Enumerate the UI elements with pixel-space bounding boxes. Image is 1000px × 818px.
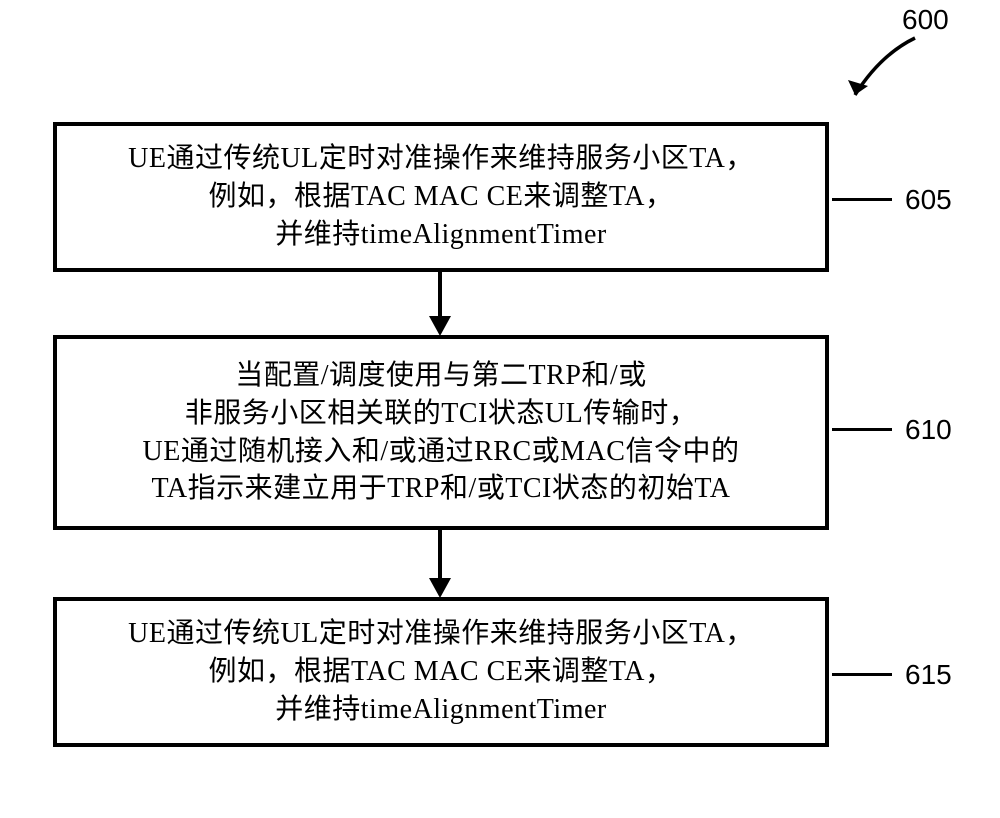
label-615: 615 xyxy=(905,659,952,691)
flow-step-610-line1: 当配置/调度使用与第二TRP和/或 xyxy=(235,357,646,395)
label-610: 610 xyxy=(905,414,952,446)
flow-step-605-line1: UE通过传统UL定时对准操作来维持服务小区TA， xyxy=(128,140,754,178)
flow-step-610-line4: TA指示来建立用于TRP和/或TCI状态的初始TA xyxy=(152,470,731,508)
flow-step-610-line3: UE通过随机接入和/或通过RRC或MAC信令中的 xyxy=(143,433,740,471)
flow-step-610: 当配置/调度使用与第二TRP和/或 非服务小区相关联的TCI状态UL传输时， U… xyxy=(53,335,829,530)
arrow-1-head xyxy=(429,316,451,336)
figure-number-arrow xyxy=(820,10,990,120)
leader-605 xyxy=(832,198,892,201)
flow-step-610-line2: 非服务小区相关联的TCI状态UL传输时， xyxy=(185,395,697,433)
leader-610 xyxy=(832,428,892,431)
flow-step-615: UE通过传统UL定时对准操作来维持服务小区TA， 例如，根据TAC MAC CE… xyxy=(53,597,829,747)
arrow-2-head xyxy=(429,578,451,598)
flow-step-605-line3: 并维持timeAlignmentTimer xyxy=(275,216,606,254)
flow-step-615-line2: 例如，根据TAC MAC CE来调整TA， xyxy=(209,653,674,691)
flow-step-605: UE通过传统UL定时对准操作来维持服务小区TA， 例如，根据TAC MAC CE… xyxy=(53,122,829,272)
leader-615 xyxy=(832,673,892,676)
flowchart-canvas: 600 UE通过传统UL定时对准操作来维持服务小区TA， 例如，根据TAC MA… xyxy=(0,0,1000,818)
arrow-2-shaft xyxy=(438,530,442,578)
arrow-1-shaft xyxy=(438,272,442,316)
flow-step-605-line2: 例如，根据TAC MAC CE来调整TA， xyxy=(209,178,674,216)
flow-step-615-line1: UE通过传统UL定时对准操作来维持服务小区TA， xyxy=(128,615,754,653)
flow-step-615-line3: 并维持timeAlignmentTimer xyxy=(275,691,606,729)
label-605: 605 xyxy=(905,184,952,216)
